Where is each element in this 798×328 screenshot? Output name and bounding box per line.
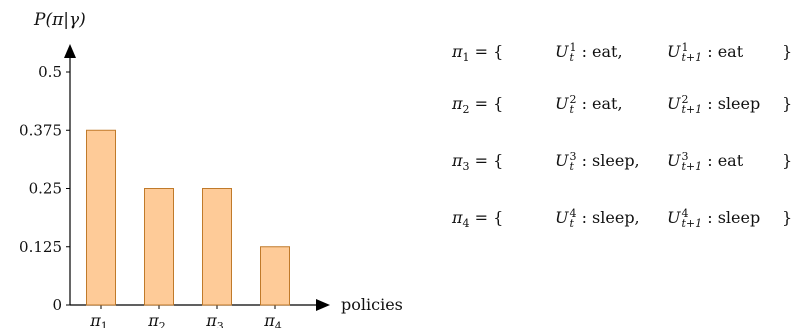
policy-definition-4: π4 = { U 4 t : sleep, U 4 t+1 : sleep} — [452, 208, 798, 238]
policy-action-t1: U 2 t+1 : sleep — [667, 92, 761, 116]
x-axis-arrow-icon — [316, 299, 330, 311]
policy-probability-chart: 0 0.125 0.25 0.375 0.5 π1 π2 π3 π4 P(π|γ) policies — [19, 10, 403, 328]
policy-close-brace: } — [782, 208, 793, 227]
policy-name: π1 = { — [452, 42, 504, 64]
policy-close-brace: } — [782, 151, 793, 170]
y-tick-label: 0.375 — [19, 121, 62, 139]
policy-name: π4 = { — [452, 208, 504, 230]
bar-1 — [86, 129, 116, 306]
policy-action-t1: U 3 t+1 : eat — [667, 149, 744, 173]
y-axis-arrow-icon — [64, 44, 76, 58]
y-tick-label: 0 — [52, 296, 62, 314]
policy-definitions: π1 = { U 1 t : eat, U 1 t+1 : eat} π2 = { U 2 t : … — [452, 0, 798, 328]
policy-close-brace: } — [782, 94, 793, 113]
policy-name: π2 = { — [452, 94, 504, 116]
bar-2 — [144, 188, 174, 306]
chart-labels: 0 0.125 0.25 0.375 0.5 π1 π2 π3 π4 P(π|γ) policies — [19, 10, 403, 328]
x-tick-label: π1 — [89, 311, 108, 328]
x-tick-label: π2 — [147, 311, 166, 328]
policy-action-t1: U 1 t+1 : eat — [667, 40, 744, 64]
chart-bars — [86, 129, 290, 306]
y-tick-label: 0.125 — [19, 238, 62, 256]
policy-definition-1: π1 = { U 1 t : eat, U 1 t+1 : eat} — [452, 42, 798, 72]
policy-definition-2: π2 = { U 2 t : eat, U 2 t+1 : sleep} — [452, 94, 798, 124]
y-tick-label: 0.5 — [38, 63, 62, 81]
policy-definition-3: π3 = { U 3 t : sleep, U 3 t+1 : eat} — [452, 151, 798, 181]
y-tick-label: 0.25 — [29, 180, 62, 198]
x-axis-label: policies — [341, 295, 403, 314]
y-axis-label: P(π|γ) — [33, 10, 86, 30]
bar-4 — [260, 246, 290, 306]
bar-3 — [202, 188, 232, 306]
x-tick-label: π4 — [263, 311, 282, 328]
policy-close-brace: } — [782, 42, 793, 61]
policy-action-t1: U 4 t+1 : sleep — [667, 206, 761, 230]
x-tick-label: π3 — [205, 311, 224, 328]
policy-name: π3 = { — [452, 151, 504, 173]
